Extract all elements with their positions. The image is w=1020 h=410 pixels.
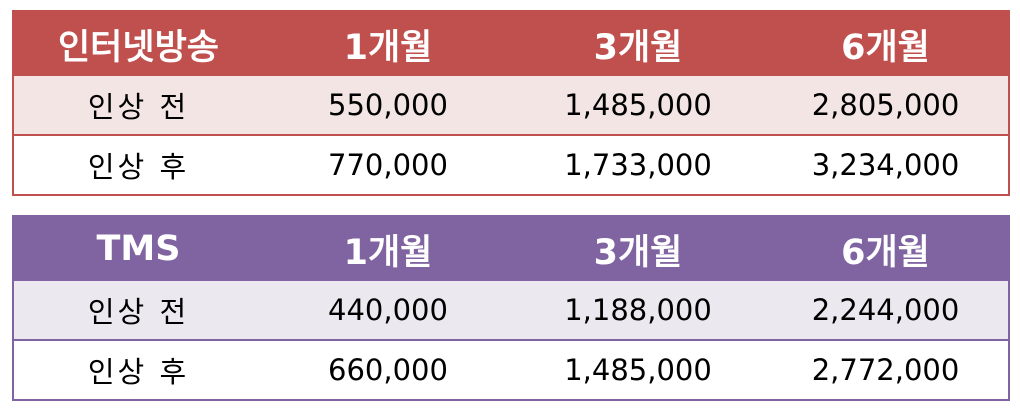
table-row: 인상 후 770,000 1,733,000 3,234,000 (13, 135, 1009, 195)
header-row: TMS 1개월 3개월 6개월 (13, 216, 1009, 281)
row-label: 인상 전 (13, 281, 263, 341)
header-1-month: 1개월 (263, 216, 513, 281)
table-row: 인상 전 550,000 1,485,000 2,805,000 (13, 76, 1009, 136)
price-cell: 2,805,000 (763, 76, 1009, 136)
price-cell: 550,000 (263, 76, 513, 136)
price-cell: 440,000 (263, 281, 513, 341)
header-6-months: 6개월 (763, 216, 1009, 281)
price-cell: 2,244,000 (763, 281, 1009, 341)
tms-price-table: TMS 1개월 3개월 6개월 인상 전 440,000 1,188,000 2… (12, 215, 1010, 401)
row-label: 인상 후 (13, 340, 263, 400)
header-3-months: 3개월 (513, 216, 763, 281)
table-row: 인상 전 440,000 1,188,000 2,244,000 (13, 281, 1009, 341)
price-cell: 1,485,000 (513, 76, 763, 136)
price-cell: 770,000 (263, 135, 513, 195)
row-label: 인상 후 (13, 135, 263, 195)
price-cell: 2,772,000 (763, 340, 1009, 400)
price-cell: 1,733,000 (513, 135, 763, 195)
table-row: 인상 후 660,000 1,485,000 2,772,000 (13, 340, 1009, 400)
header-category: TMS (13, 216, 263, 281)
header-6-months: 6개월 (763, 11, 1009, 76)
row-label: 인상 전 (13, 76, 263, 136)
price-cell: 660,000 (263, 340, 513, 400)
header-row: 인터넷방송 1개월 3개월 6개월 (13, 11, 1009, 76)
header-category: 인터넷방송 (13, 11, 263, 76)
header-1-month: 1개월 (263, 11, 513, 76)
internet-broadcast-price-table: 인터넷방송 1개월 3개월 6개월 인상 전 550,000 1,485,000… (12, 10, 1010, 196)
price-cell: 1,485,000 (513, 340, 763, 400)
price-cell: 1,188,000 (513, 281, 763, 341)
price-cell: 3,234,000 (763, 135, 1009, 195)
header-3-months: 3개월 (513, 11, 763, 76)
